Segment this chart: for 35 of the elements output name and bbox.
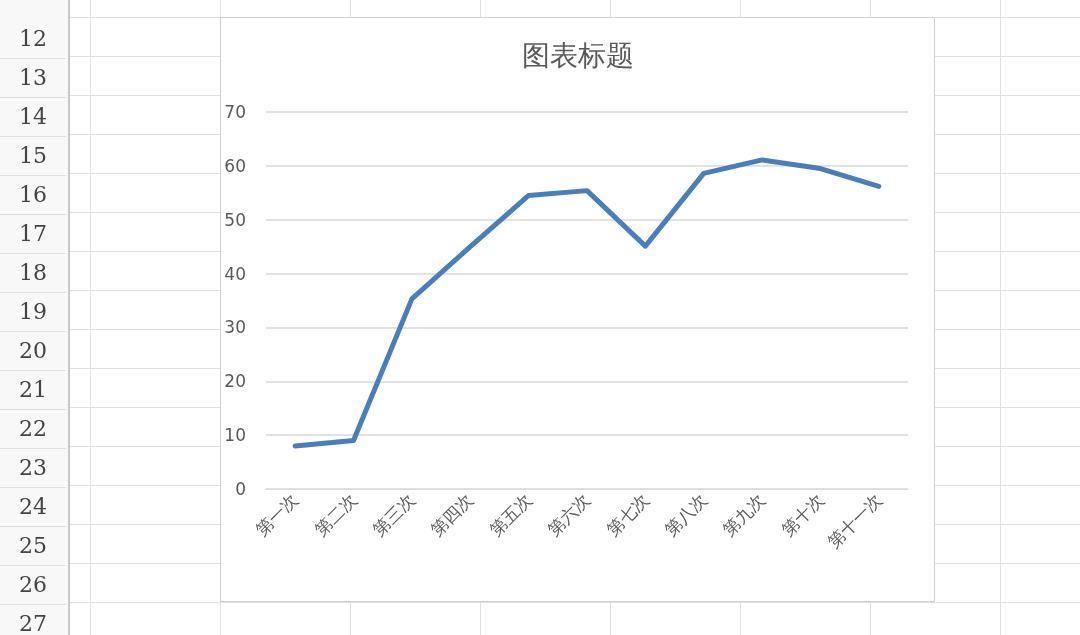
x-tick-label: 第四次 [427,489,478,541]
text: 23 [0,448,66,488]
text: 27 [0,604,66,635]
x-tick-label: 第六次 [543,489,595,541]
text: 25 [0,526,66,566]
y-tick-label: 70 [224,102,246,122]
x-tick-label: 第五次 [485,489,536,541]
x-tick-label: 第三次 [368,489,419,541]
x-tick-label: 第二次 [310,489,361,541]
text: 20 [0,331,66,371]
text: 22 [0,409,66,449]
text: 12 [0,19,66,59]
chart-title: 图表标题 [521,38,634,72]
y-tick-label: 20 [224,371,246,392]
y-tick-label: 0 [235,479,246,499]
x-tick-label: 第十次 [777,489,828,541]
y-tick-label: 60 [224,155,246,176]
x-tick-label: 第九次 [718,489,770,541]
x-tick-label: 第一次 [252,489,303,541]
y-tick-label: 50 [224,209,246,230]
text: 13 [0,58,66,98]
text: 19 [0,292,66,332]
text: 17 [0,214,66,254]
x-tick-label: 第八次 [660,489,711,541]
text: 18 [0,253,66,293]
text: 14 [0,97,66,137]
x-tick-label: 第七次 [602,489,653,541]
y-tick-label: 40 [224,263,246,284]
text: 26 [0,565,66,605]
y-tick-label: 10 [224,425,246,446]
text: 24 [0,487,66,527]
y-tick-label: 30 [224,317,246,338]
text: 21 [0,370,66,410]
text: 15 [0,136,66,176]
text: 16 [0,175,66,215]
